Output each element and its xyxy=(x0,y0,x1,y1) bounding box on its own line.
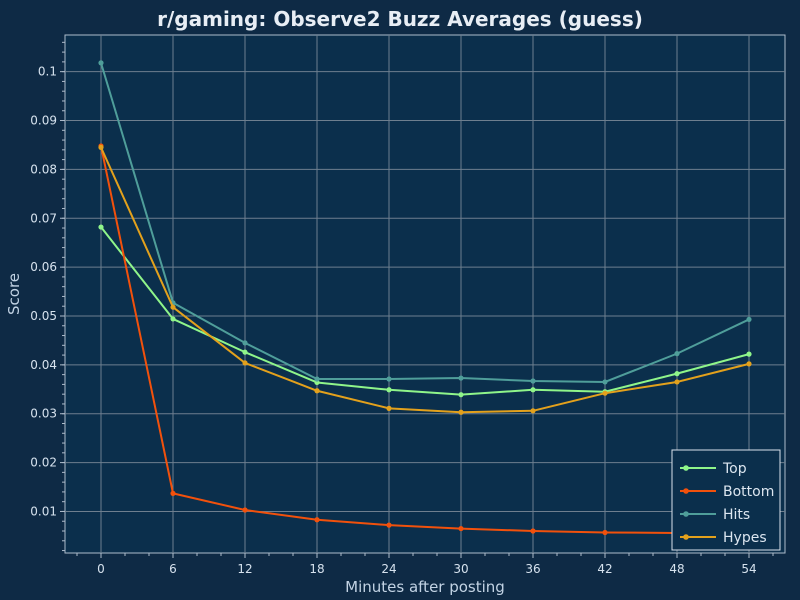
x-tick-label: 48 xyxy=(669,562,684,576)
legend: Top Bottom Hits Hypes xyxy=(671,449,781,551)
data-point-bottom xyxy=(602,529,608,536)
legend-label: Bottom xyxy=(723,484,774,500)
chart-title: r/gaming: Observe2 Buzz Averages (guess) xyxy=(157,7,643,31)
plot-area xyxy=(64,34,786,554)
x-tick-label: 12 xyxy=(237,562,252,576)
data-point-hits xyxy=(386,376,392,382)
y-tick-label: 0.06 xyxy=(30,260,57,274)
data-point-bottom xyxy=(458,525,464,532)
data-point-hypes xyxy=(458,409,464,415)
y-tick-label: 0.05 xyxy=(30,309,57,323)
y-tick-label: 0.01 xyxy=(30,504,57,518)
series-layer xyxy=(98,60,752,537)
data-point-top xyxy=(386,387,392,393)
legend-label: Hits xyxy=(723,507,750,523)
data-point-top xyxy=(98,224,104,230)
x-tick-label: 54 xyxy=(741,562,756,576)
data-point-hypes xyxy=(314,388,320,394)
axis-ticks: 0 6 12 18 24 30 36 42 48 54 0.01 0.02 0.03 0.04 0.05 0.… xyxy=(30,41,774,576)
legend-label: Hypes xyxy=(723,530,767,546)
data-point-hits xyxy=(98,60,104,66)
data-point-bottom xyxy=(242,507,248,513)
data-point-top xyxy=(746,351,752,357)
data-point-top xyxy=(242,349,248,355)
series-line-hits xyxy=(100,62,750,383)
data-point-bottom xyxy=(170,490,176,496)
y-tick-label: 0.02 xyxy=(30,456,57,470)
data-point-hits xyxy=(746,316,752,323)
x-tick-label: 6 xyxy=(169,562,177,576)
data-point-bottom xyxy=(386,522,392,528)
data-point-hits xyxy=(674,351,680,357)
data-point-hits xyxy=(458,375,464,381)
data-point-hypes xyxy=(602,390,608,396)
x-tick-label: 42 xyxy=(597,562,612,576)
y-tick-label: 0.1 xyxy=(38,65,57,79)
data-point-top xyxy=(170,316,176,322)
x-tick-label: 18 xyxy=(309,562,324,576)
series-hits xyxy=(98,60,752,385)
data-point-top xyxy=(530,387,536,393)
legend-item-hypes: Hypes xyxy=(680,530,767,546)
grid xyxy=(65,35,785,553)
legend-box xyxy=(671,449,781,551)
y-tick-label: 0.08 xyxy=(30,162,57,176)
data-point-bottom xyxy=(314,517,320,523)
data-point-hits xyxy=(314,376,320,382)
legend-swatch-marker xyxy=(683,511,689,517)
data-point-hypes xyxy=(674,379,680,385)
legend-swatch-marker xyxy=(683,465,689,471)
data-point-hits xyxy=(530,378,536,384)
data-point-top xyxy=(674,371,680,377)
y-axis-title: Score xyxy=(5,273,23,315)
data-point-hits xyxy=(602,379,608,385)
legend-item-top: Top xyxy=(680,461,747,477)
x-tick-label: 36 xyxy=(525,562,540,576)
legend-item-bottom: Bottom xyxy=(680,484,774,500)
data-point-hypes xyxy=(386,405,392,411)
legend-swatch-marker xyxy=(683,488,689,494)
x-axis-title: Minutes after posting xyxy=(345,578,505,596)
y-tick-label: 0.04 xyxy=(30,358,57,372)
data-point-hypes xyxy=(170,304,176,310)
legend-swatch-marker xyxy=(683,534,689,540)
series-line-hypes xyxy=(100,146,750,414)
data-point-bottom xyxy=(530,528,536,534)
data-point-hypes xyxy=(746,361,752,367)
legend-item-hits: Hits xyxy=(680,507,750,523)
y-tick-label: 0.03 xyxy=(30,407,57,421)
y-tick-label: 0.07 xyxy=(30,211,57,225)
data-point-hypes xyxy=(530,408,536,414)
x-tick-label: 30 xyxy=(453,562,468,576)
series-hypes xyxy=(98,144,752,415)
x-tick-label: 0 xyxy=(97,562,105,576)
data-point-hypes xyxy=(242,360,248,366)
x-tick-label: 24 xyxy=(381,562,396,576)
y-tick-label: 0.09 xyxy=(30,114,57,128)
data-point-top xyxy=(458,392,464,398)
series-line-bottom xyxy=(100,145,750,535)
legend-label: Top xyxy=(722,461,747,477)
data-point-hypes xyxy=(98,144,104,150)
data-point-hits xyxy=(242,340,248,346)
